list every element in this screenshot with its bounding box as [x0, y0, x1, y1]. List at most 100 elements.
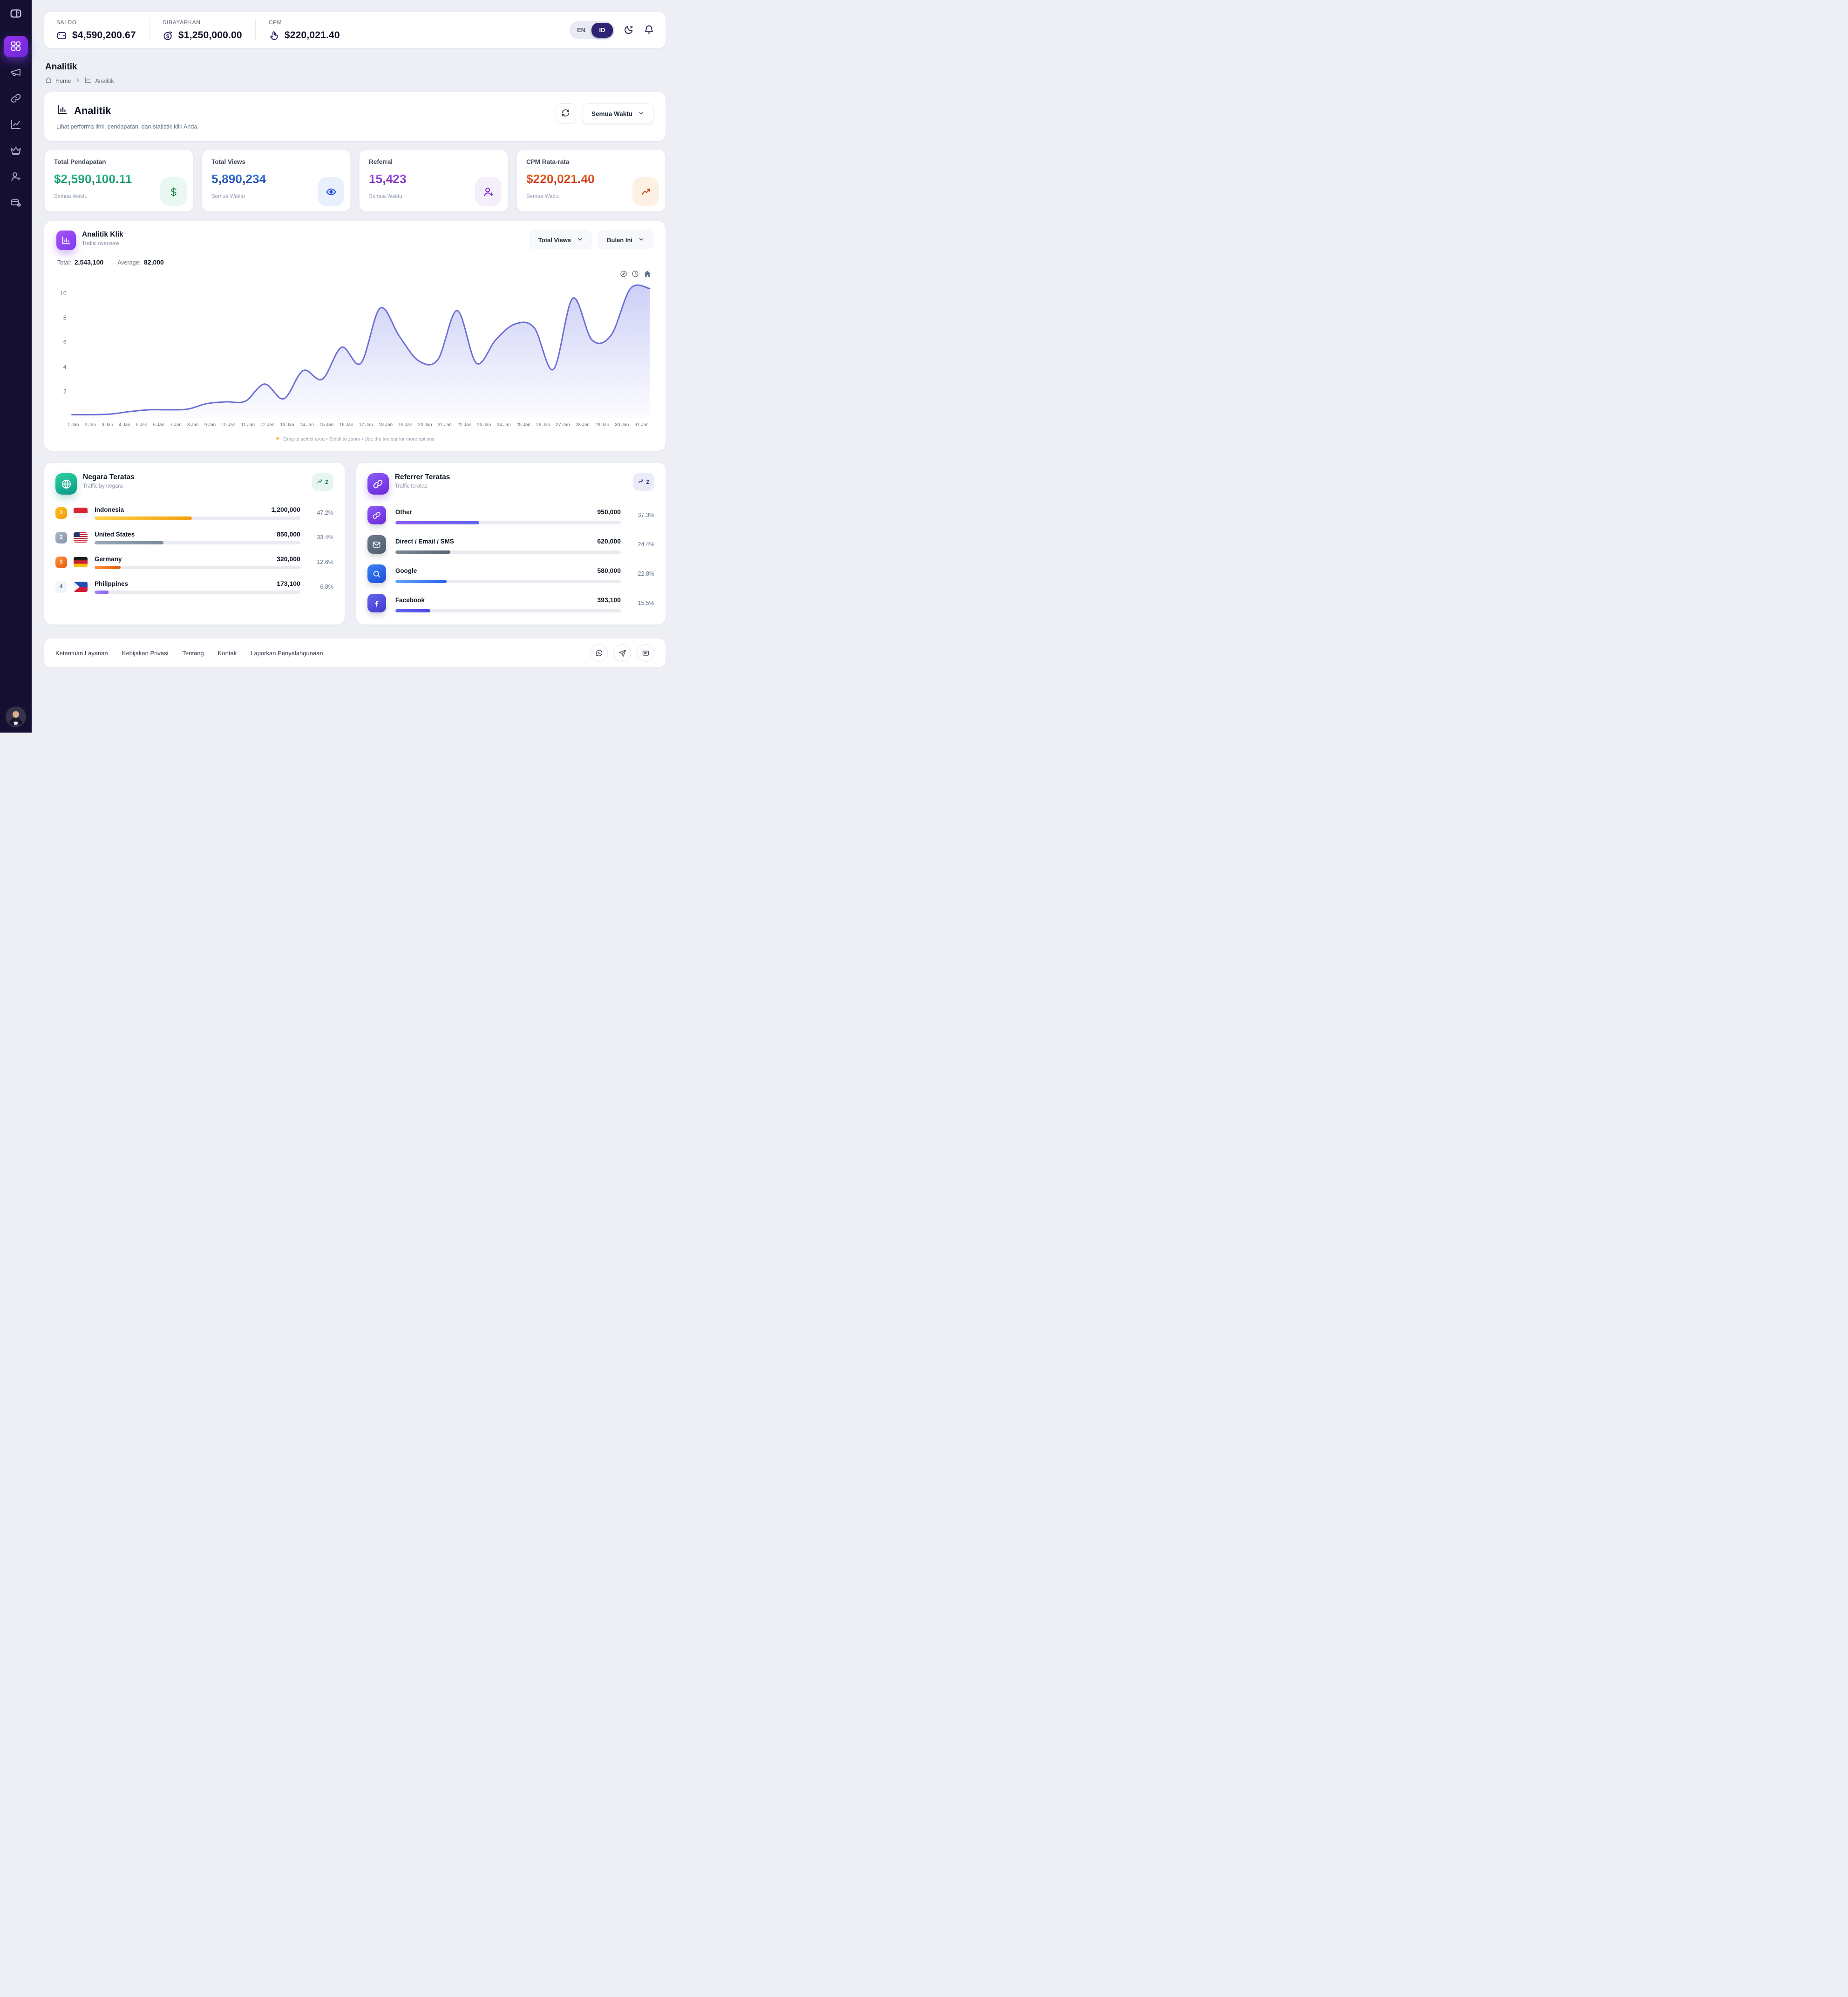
referrers-badge-letter: Z [646, 479, 650, 485]
sidebar-item-crown[interactable] [4, 140, 28, 162]
country-value: 1,200,000 [271, 506, 300, 513]
telegram-button[interactable] [613, 644, 631, 662]
referrer-percent: 22.8% [638, 571, 654, 577]
top-balance-bar: SALDO $4,590,200.67 DIBAYARKAN $ $1,250,… [44, 12, 666, 48]
panel-subtitle: Lihat performa link, pendapatan, dan sta… [56, 123, 199, 130]
panel-title: Analitik [74, 104, 111, 116]
chart-zoom-tool-icon[interactable] [620, 270, 627, 278]
saldo-metric: SALDO $4,590,200.67 [55, 19, 149, 41]
card-button[interactable] [637, 644, 654, 662]
search-icon [367, 564, 386, 583]
footer-link[interactable]: Tentang [182, 649, 204, 657]
chart-totals: Total: 2,543,100 Average: 82,000 [57, 258, 653, 267]
chart-period-dropdown[interactable]: Bulan Ini [598, 231, 653, 249]
referrer-value: 580,000 [597, 567, 621, 574]
sidebar-item-chart-line[interactable] [4, 114, 28, 136]
chart-history-tool-icon[interactable] [632, 270, 639, 278]
referrer-row[interactable]: Google 580,000 22.8% [367, 564, 654, 583]
sidebar-item-payment-card[interactable] [4, 192, 28, 214]
chart-home-tool-icon[interactable] [643, 270, 652, 278]
payment-card-icon [10, 197, 21, 210]
x-axis-label: 3 Jan [102, 422, 113, 428]
footer-link[interactable]: Kontak [217, 649, 237, 657]
footer-link[interactable]: Kebijakan Privasi [122, 649, 169, 657]
countries-sort-badge[interactable]: Z [312, 473, 333, 491]
lang-option-en[interactable]: EN [577, 27, 585, 34]
dollar-icon [160, 177, 187, 206]
footer-link[interactable]: Ketentuan Layanan [55, 649, 108, 657]
rank-badge: 4 [55, 581, 67, 593]
chart-hint-text: Drag to select area • Scroll to zoom • U… [283, 436, 435, 442]
country-row[interactable]: 2 United States 850,000 33.4% [55, 530, 333, 544]
sidebar-item-user-plus[interactable] [4, 166, 28, 188]
referrer-percent: 24.4% [638, 541, 654, 548]
stat-card: Total Views 5,890,234 Semua Waktu [202, 149, 351, 212]
country-percent: 6.8% [320, 584, 333, 590]
saldo-label: SALDO [56, 19, 77, 26]
refresh-button[interactable] [555, 103, 576, 124]
lang-option-id[interactable]: ID [591, 22, 613, 38]
stat-period: Semua Waktu [369, 194, 402, 199]
chevron-down-icon [638, 236, 645, 244]
breadcrumb: Home Analitik [45, 77, 666, 85]
countries-subtitle: Traffic by negara [83, 483, 123, 489]
analytics-dashboard-page: SALDO $4,590,200.67 DIBAYARKAN $ $1,250,… [0, 0, 678, 733]
referrer-list: Other 950,000 37.3% Direct / Email / SMS… [367, 506, 654, 612]
globe-icon [55, 473, 77, 495]
referrer-progress-bar [395, 609, 621, 612]
country-row[interactable]: 1 Indonesia 1,200,000 47.2% [55, 506, 333, 520]
svg-text:6: 6 [63, 339, 67, 346]
page-title: Analitik [45, 62, 77, 72]
chart-period-dropdown-label: Bulan Ini [607, 236, 632, 244]
app-logo[interactable] [10, 7, 22, 22]
metric-dropdown-label: Total Views [538, 236, 571, 244]
x-axis-label: 1 Jan [68, 422, 79, 428]
dark-mode-toggle[interactable] [624, 24, 634, 36]
eye-icon [318, 177, 344, 206]
area-chart-canvas[interactable]: 2 4 6 8 10 [56, 280, 653, 420]
whatsapp-button[interactable] [590, 644, 608, 662]
x-axis-label: 14 Jan [299, 422, 314, 428]
stat-value: 5,890,234 [211, 172, 341, 186]
referrers-sort-badge[interactable]: Z [632, 473, 654, 491]
country-flag-icon [74, 557, 88, 567]
referrer-value: 393,100 [597, 596, 621, 604]
traffic-area-chart: 2 4 6 8 10 1 Jan 2 Jan 3 Jan 4 Jan 5 Jan 6 Jan 7 J… [56, 271, 653, 428]
x-axis-label: 11 Jan [241, 422, 255, 428]
x-axis-label: 30 Jan [615, 422, 629, 428]
country-percent: 33.4% [317, 534, 333, 541]
breadcrumb-home-link[interactable]: Home [55, 77, 71, 84]
country-row[interactable]: 4 Philippines 173,100 6.8% [55, 580, 333, 594]
user-avatar[interactable] [7, 707, 25, 726]
x-axis-label: 22 Jan [457, 422, 472, 428]
notifications-button[interactable] [644, 24, 654, 36]
country-row[interactable]: 3 Germany 320,000 12.6% [55, 555, 333, 569]
period-dropdown[interactable]: Semua Waktu [582, 103, 653, 124]
referrer-name: Google [395, 567, 417, 574]
sidebar-nav [0, 36, 32, 214]
referrer-name: Direct / Email / SMS [395, 537, 454, 545]
top-countries-card: Negara Teratas Traffic by negara Z 1 Ind… [44, 463, 345, 625]
chevron-down-icon [577, 236, 583, 244]
referrer-row[interactable]: Other 950,000 37.3% [367, 506, 654, 524]
trend-up-icon [317, 478, 323, 486]
top-referrers-card: Referrer Teratas Traffic teratas Z Other… [356, 463, 666, 625]
x-axis-label: 19 Jan [398, 422, 413, 428]
wallet-logo-icon [10, 9, 22, 21]
sidebar-item-link[interactable] [4, 88, 28, 109]
language-toggle[interactable]: EN ID [569, 21, 614, 39]
trend-up-icon [638, 478, 644, 486]
period-dropdown-label: Semua Waktu [591, 110, 632, 117]
topbar-controls: EN ID [569, 21, 654, 39]
sidebar-item-megaphone[interactable] [4, 62, 28, 83]
referrer-progress-bar [395, 550, 621, 554]
referrer-row[interactable]: Facebook 393,100 15.5% [367, 594, 654, 612]
svg-text:$: $ [166, 34, 170, 39]
metric-dropdown[interactable]: Total Views [529, 231, 592, 249]
footer-link[interactable]: Laporkan Penyalahgunaan [251, 649, 323, 657]
main-content: SALDO $4,590,200.67 DIBAYARKAN $ $1,250,… [32, 0, 678, 678]
stat-card: CPM Rata-rata $220,021.40 Semua Waktu [516, 149, 666, 212]
sidebar-item-dashboard[interactable] [4, 36, 28, 57]
svg-text:2: 2 [63, 388, 67, 394]
referrer-row[interactable]: Direct / Email / SMS 620,000 24.4% [367, 535, 654, 554]
